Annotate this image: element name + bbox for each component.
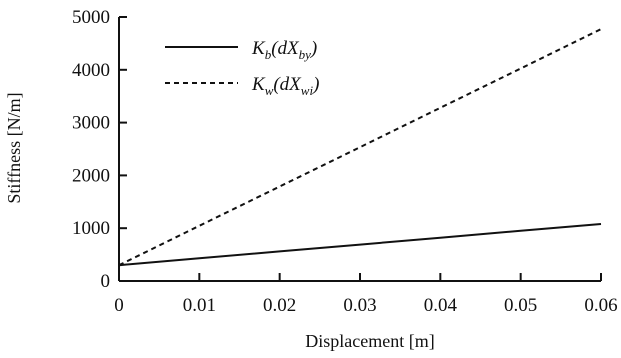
- series-layer: [118, 28, 602, 267]
- x-tick-label: 0.02: [263, 295, 296, 316]
- legend-label-kb: Kb(dXby): [251, 38, 317, 62]
- x-axis-title: Displacement [m]: [305, 331, 434, 351]
- y-tick-label: 5000: [72, 7, 110, 28]
- y-axis-ticks: 0 1000 2000 3000 4000 5000: [72, 7, 127, 292]
- y-axis-title: Stiffness [N/m]: [4, 92, 24, 203]
- legend-label-kw: Kw(dXwi): [251, 74, 319, 98]
- y-tick-label: 2000: [72, 165, 110, 186]
- y-tick-label: 3000: [72, 113, 110, 134]
- x-axis-ticks: 0 0.01 0.02 0.03 0.04 0.05 0.06: [114, 273, 618, 316]
- x-tick-label: 0.06: [584, 295, 617, 316]
- y-tick-label: 1000: [72, 218, 110, 239]
- x-tick-label: 0.05: [504, 295, 537, 316]
- y-tick-label: 4000: [72, 60, 110, 81]
- legend: Kb(dXby) Kw(dXwi): [165, 38, 319, 98]
- x-tick-label: 0.03: [343, 295, 376, 316]
- x-tick-label: 0: [114, 295, 124, 316]
- series-line-kb: [118, 223, 602, 267]
- y-tick-label: 0: [101, 271, 111, 292]
- x-tick-label: 0.04: [424, 295, 458, 316]
- x-tick-label: 0.01: [183, 295, 216, 316]
